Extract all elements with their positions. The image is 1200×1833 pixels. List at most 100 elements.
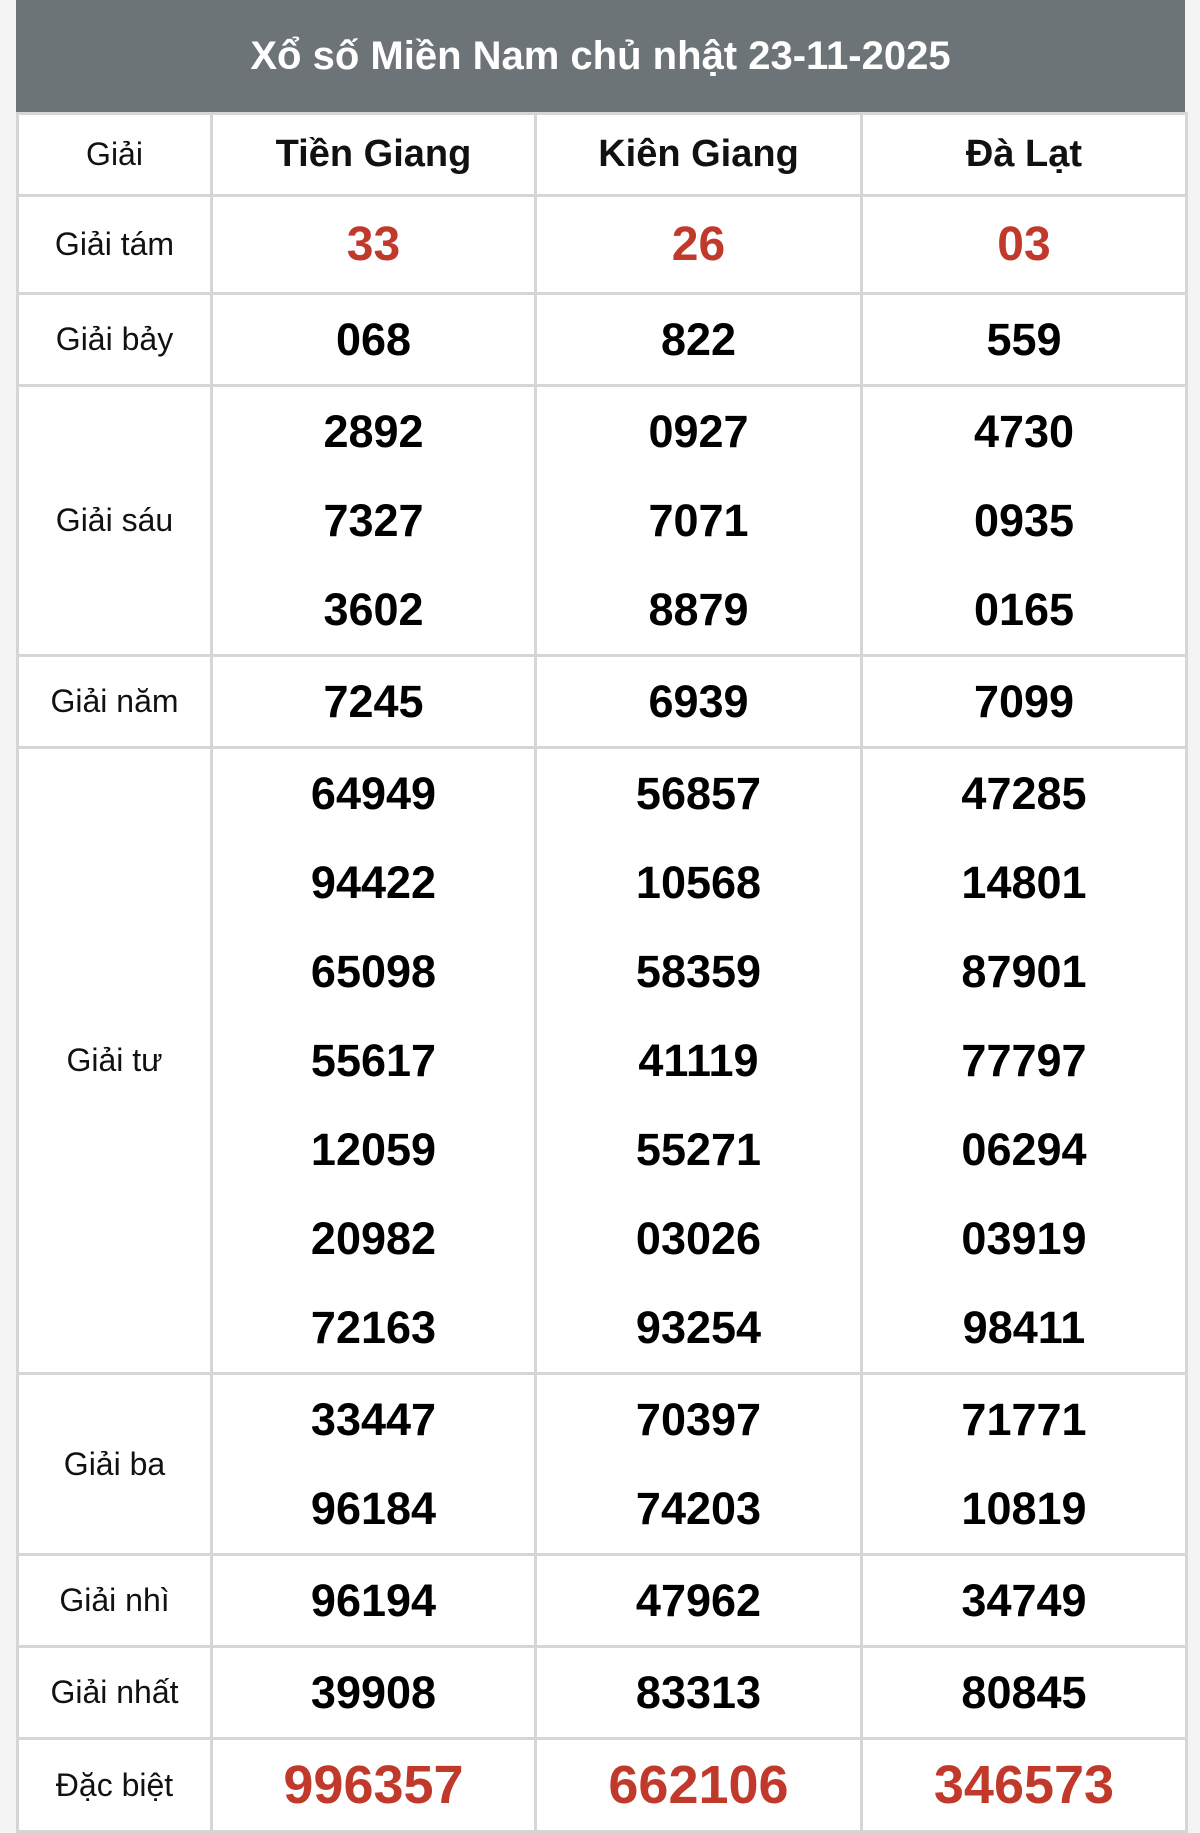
prize-number: 65098 — [310, 946, 437, 997]
prize-row: Giải năm 7245 6939 7099 — [16, 654, 1188, 749]
results-table: Giải Tiền Giang Kiên Giang Đà Lạt Giải t… — [16, 112, 1188, 1833]
results-panel: Xổ số Miền Nam chủ nhật 23-11-2025 Giải … — [16, 0, 1188, 1833]
prize-number: 7327 — [323, 495, 424, 546]
prize-number: 4730 — [973, 406, 1075, 457]
prize-label: Giải nhất — [16, 1645, 213, 1740]
prize-number: 8879 — [648, 584, 749, 635]
prize-label: Giải nhì — [16, 1553, 213, 1648]
prize-number: 7071 — [648, 495, 749, 546]
prize-cell: 34749 — [860, 1553, 1188, 1648]
prize-label: Giải tư — [16, 746, 213, 1375]
prize-number: 71771 — [961, 1394, 1087, 1445]
prize-number: 7099 — [973, 676, 1075, 727]
prize-number: 93254 — [635, 1302, 762, 1353]
prize-number: 39908 — [310, 1667, 437, 1718]
prize-cell: 80845 — [860, 1645, 1188, 1740]
prize-number: 822 — [660, 314, 737, 365]
prize-number: 03026 — [635, 1213, 762, 1264]
prize-number: 87901 — [961, 946, 1087, 997]
prize-label: Giải sáu — [16, 384, 213, 657]
prize-label: Đặc biệt — [16, 1737, 213, 1833]
prize-number: 96184 — [310, 1483, 437, 1534]
prize-number: 98411 — [962, 1302, 1086, 1353]
column-header-province: Tiền Giang — [210, 112, 537, 197]
column-header-province: Kiên Giang — [534, 112, 863, 197]
prize-number: 96194 — [310, 1575, 437, 1626]
prize-number: 33447 — [310, 1394, 437, 1445]
prize-cell: 996357 — [210, 1737, 537, 1833]
prize-number: 12059 — [310, 1124, 437, 1175]
prize-number: 55271 — [635, 1124, 762, 1175]
header-row: Giải Tiền Giang Kiên Giang Đà Lạt — [16, 112, 1188, 197]
prize-cell: 4730 0935 0165 — [860, 384, 1188, 657]
prize-number: 20982 — [310, 1213, 437, 1264]
prize-number: 662106 — [608, 1755, 789, 1815]
prize-number: 47962 — [635, 1575, 762, 1626]
prize-number: 47285 — [961, 768, 1087, 819]
prize-number: 14801 — [961, 857, 1087, 908]
prize-cell: 33 — [210, 194, 537, 295]
prize-cell: 47285 14801 87901 77797 06294 03919 98411 — [860, 746, 1188, 1375]
prize-number: 55617 — [310, 1035, 437, 1086]
prize-cell: 068 — [210, 292, 537, 387]
prize-cell: 7245 — [210, 654, 537, 749]
prize-row: Giải sáu 2892 7327 3602 0927 7071 8879 4730 0935… — [16, 384, 1188, 657]
prize-number: 03 — [997, 218, 1051, 271]
prize-number: 83313 — [635, 1667, 762, 1718]
prize-number: 0927 — [648, 406, 749, 457]
prize-number: 33 — [346, 218, 401, 271]
prize-row: Giải ba 33447 96184 70397 74203 71771 10819 — [16, 1372, 1188, 1556]
prize-cell: 39908 — [210, 1645, 537, 1740]
prize-number: 80845 — [961, 1667, 1087, 1718]
prize-number: 70397 — [635, 1394, 762, 1445]
prize-number: 72163 — [310, 1302, 437, 1353]
prize-cell: 96194 — [210, 1553, 537, 1648]
prize-number: 03919 — [961, 1213, 1087, 1264]
column-header-prize: Giải — [16, 112, 213, 197]
prize-cell: 70397 74203 — [534, 1372, 863, 1556]
prize-cell: 03 — [860, 194, 1188, 295]
prize-number: 10819 — [961, 1483, 1087, 1534]
prize-row: Đặc biệt 996357 662106 346573 — [16, 1737, 1188, 1833]
prize-number: 996357 — [283, 1755, 464, 1815]
prize-label: Giải bảy — [16, 292, 213, 387]
prize-label: Giải ba — [16, 1372, 213, 1556]
prize-number: 10568 — [635, 857, 762, 908]
prize-label: Giải năm — [16, 654, 213, 749]
prize-number: 346573 — [933, 1755, 1115, 1815]
page-title: Xổ số Miền Nam chủ nhật 23-11-2025 — [16, 0, 1185, 112]
prize-cell: 7099 — [860, 654, 1188, 749]
prize-cell: 662106 — [534, 1737, 863, 1833]
prize-number: 26 — [671, 218, 726, 271]
prize-cell: 56857 10568 58359 41119 55271 03026 93254 — [534, 746, 863, 1375]
prize-row: Giải nhì 96194 47962 34749 — [16, 1553, 1188, 1648]
prize-number: 559 — [986, 314, 1062, 365]
prize-cell: 2892 7327 3602 — [210, 384, 537, 657]
prize-label: Giải tám — [16, 194, 213, 295]
prize-row: Giải bảy 068 822 559 — [16, 292, 1188, 387]
prize-number: 94422 — [310, 857, 437, 908]
prize-cell: 47962 — [534, 1553, 863, 1648]
prize-cell: 0927 7071 8879 — [534, 384, 863, 657]
prize-cell: 6939 — [534, 654, 863, 749]
prize-cell: 83313 — [534, 1645, 863, 1740]
prize-cell: 33447 96184 — [210, 1372, 537, 1556]
prize-number: 06294 — [961, 1124, 1087, 1175]
prize-number: 068 — [335, 314, 412, 365]
prize-cell: 64949 94422 65098 55617 12059 20982 72163 — [210, 746, 537, 1375]
prize-row: Giải tư 64949 94422 65098 55617 12059 20982 721… — [16, 746, 1188, 1375]
column-header-province: Đà Lạt — [860, 112, 1188, 197]
prize-number: 6939 — [648, 676, 749, 727]
prize-number: 56857 — [635, 768, 762, 819]
prize-cell: 71771 10819 — [860, 1372, 1188, 1556]
prize-number: 77797 — [961, 1035, 1087, 1086]
prize-number: 2892 — [323, 406, 424, 457]
prize-number: 74203 — [635, 1483, 762, 1534]
prize-row: Giải nhất 39908 83313 80845 — [16, 1645, 1188, 1740]
prize-number: 0165 — [973, 584, 1075, 635]
prize-number: 41119 — [638, 1035, 759, 1086]
prize-number: 0935 — [973, 495, 1075, 546]
prize-number: 3602 — [323, 584, 424, 635]
prize-number: 64949 — [310, 768, 437, 819]
prize-number: 58359 — [635, 946, 762, 997]
